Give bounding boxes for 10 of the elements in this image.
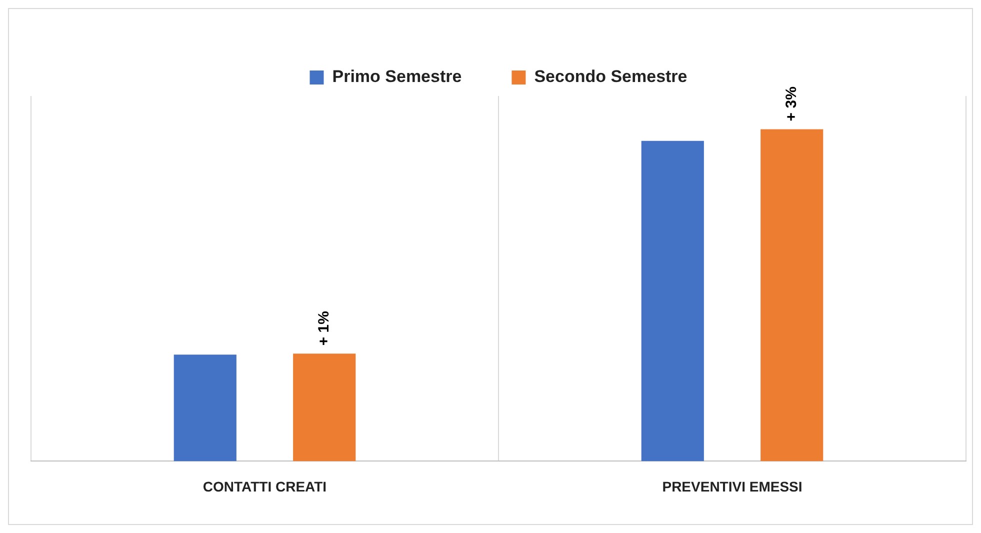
bar	[293, 354, 356, 462]
legend-label: Primo Semestre	[332, 67, 462, 86]
legend-label: Secondo Semestre	[534, 67, 688, 86]
bar	[174, 354, 236, 462]
x-tick-label: CONTATTI CREATI	[202, 478, 327, 494]
text: + 3%	[782, 86, 800, 122]
annotation: + 1%	[315, 311, 332, 346]
bar	[641, 140, 704, 462]
x-tick-label: PREVENTIVI EMESSI	[662, 478, 802, 494]
bar	[760, 129, 824, 462]
